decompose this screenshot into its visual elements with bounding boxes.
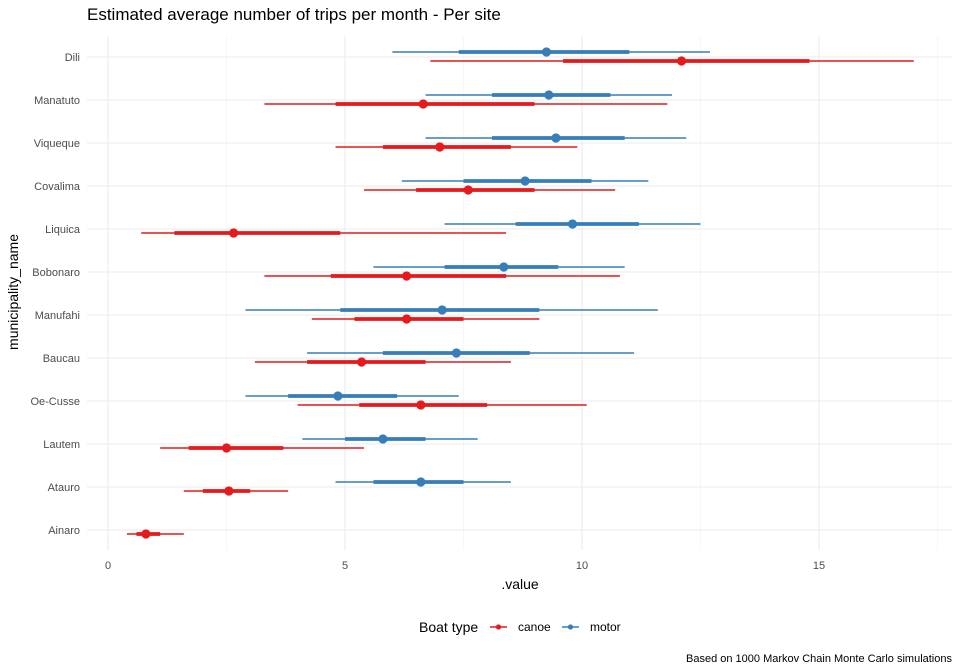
point-estimate — [676, 56, 687, 66]
point-estimate — [416, 477, 426, 487]
series-canoe — [126, 56, 914, 539]
x-tick-label: 10 — [576, 560, 588, 572]
y-tick-labels: Dili Manatuto Viqueque Covalima Liquica Bobon… — [30, 52, 80, 537]
point-estimate — [141, 529, 151, 539]
y-tick-label: Baucau — [43, 353, 80, 365]
legend-key-dot-canoe — [495, 624, 502, 630]
point-estimate — [224, 486, 234, 496]
point-estimate — [378, 434, 388, 444]
point-estimate — [463, 185, 473, 195]
point-estimate — [418, 99, 428, 109]
point-estimate — [544, 90, 554, 100]
chart-title: Estimated average number of trips per mo… — [87, 5, 501, 24]
y-tick-label: Bobonaro — [32, 267, 80, 279]
interval-marks — [126, 47, 914, 539]
point-estimate — [416, 400, 426, 410]
point-estimate — [567, 219, 578, 229]
point-estimate — [356, 357, 367, 367]
y-tick-label: Liquica — [45, 224, 81, 236]
y-tick-label: Covalima — [34, 181, 81, 193]
caption: Based on 1000 Markov Chain Monte Carlo s… — [686, 653, 952, 665]
point-estimate — [541, 47, 552, 57]
y-tick-label: Ainaro — [48, 525, 80, 537]
y-tick-label: Manatuto — [34, 95, 80, 107]
y-tick-label: Dili — [65, 52, 80, 64]
point-estimate — [402, 271, 412, 281]
point-estimate — [451, 348, 461, 358]
point-estimate — [229, 228, 239, 238]
y-tick-label: Manufahi — [35, 310, 80, 322]
grid-lines — [87, 36, 952, 550]
y-tick-label: Lautem — [43, 439, 80, 451]
legend-label-canoe: canoe — [518, 620, 551, 634]
legend-key-dot-motor — [567, 624, 574, 630]
x-axis-title: .value — [501, 576, 539, 592]
point-estimate — [435, 142, 445, 152]
x-tick-label: 5 — [342, 560, 348, 572]
x-tick-label: 15 — [813, 560, 825, 572]
point-estimate — [221, 443, 232, 453]
legend-label-motor: motor — [590, 620, 621, 634]
x-tick-label: 0 — [105, 560, 111, 572]
x-tick-labels: 0 5 10 15 — [105, 560, 825, 572]
point-estimate — [499, 262, 509, 272]
point-estimate — [551, 133, 561, 143]
y-tick-label: Atauro — [48, 482, 80, 494]
legend: Boat type canoe motor — [419, 619, 621, 635]
y-tick-label: Viqueque — [34, 138, 80, 150]
point-estimate — [520, 176, 530, 186]
y-tick-label: Oe-Cusse — [30, 396, 80, 408]
series-motor — [245, 47, 710, 487]
legend-title: Boat type — [419, 619, 478, 635]
point-estimate — [402, 314, 412, 324]
point-estimate — [333, 391, 343, 401]
y-axis-title: municipality_name — [5, 234, 21, 350]
point-estimate — [437, 305, 447, 315]
